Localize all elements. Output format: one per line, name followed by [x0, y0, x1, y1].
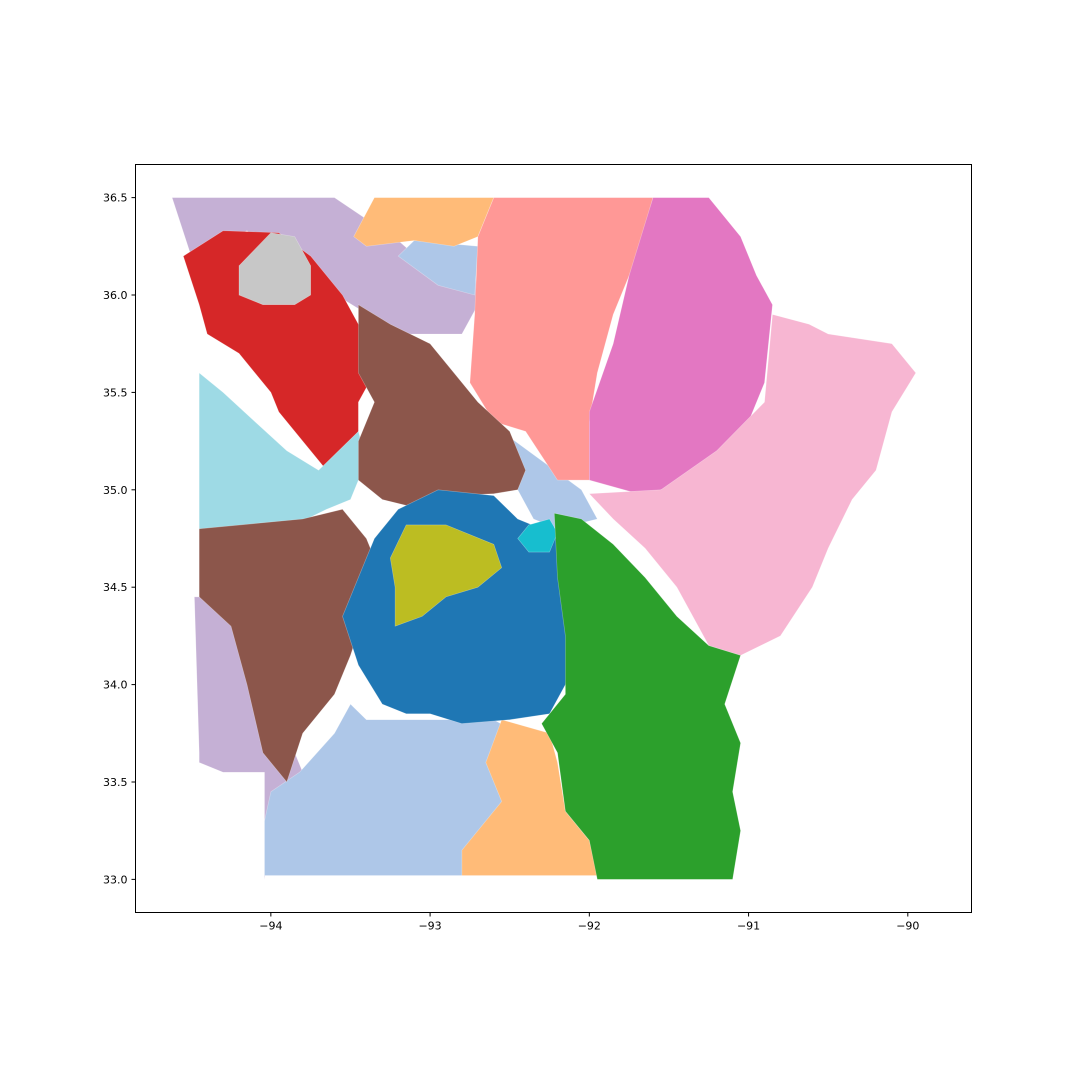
- region-green-southeast: [541, 512, 741, 880]
- region-gray-northwest: [238, 232, 312, 306]
- region-orange-north: [353, 197, 495, 247]
- y-tick-label: 33.0: [103, 873, 128, 886]
- x-tick-label: −94: [259, 920, 282, 933]
- y-tick-label: 36.5: [103, 192, 128, 205]
- region-brown-central: [358, 304, 526, 510]
- region-olive-central: [389, 524, 503, 627]
- y-tick-label: 34.5: [103, 581, 128, 594]
- y-tick-label: 34.0: [103, 679, 128, 692]
- region-pink-east: [588, 314, 917, 656]
- y-tick-label: 35.0: [103, 484, 128, 497]
- region-brown-west: [198, 508, 383, 783]
- region-teal-little-rock: [517, 518, 558, 553]
- y-tick-label: 33.5: [103, 776, 128, 789]
- axes-frame: [135, 164, 972, 913]
- x-tick-label: −91: [737, 920, 760, 933]
- x-axis: −94 −93 −92 −91 −90: [259, 912, 919, 933]
- y-axis: 33.0 33.5 34.0 34.5 35.0 35.5 36.0 36.5: [103, 192, 136, 886]
- map-regions: [171, 197, 917, 880]
- x-tick-label: −90: [896, 920, 919, 933]
- y-tick-label: 36.0: [103, 289, 128, 302]
- y-tick-label: 35.5: [103, 386, 128, 399]
- region-pale-blue-north: [397, 240, 479, 296]
- x-tick-label: −93: [418, 920, 441, 933]
- x-tick-label: −92: [578, 920, 601, 933]
